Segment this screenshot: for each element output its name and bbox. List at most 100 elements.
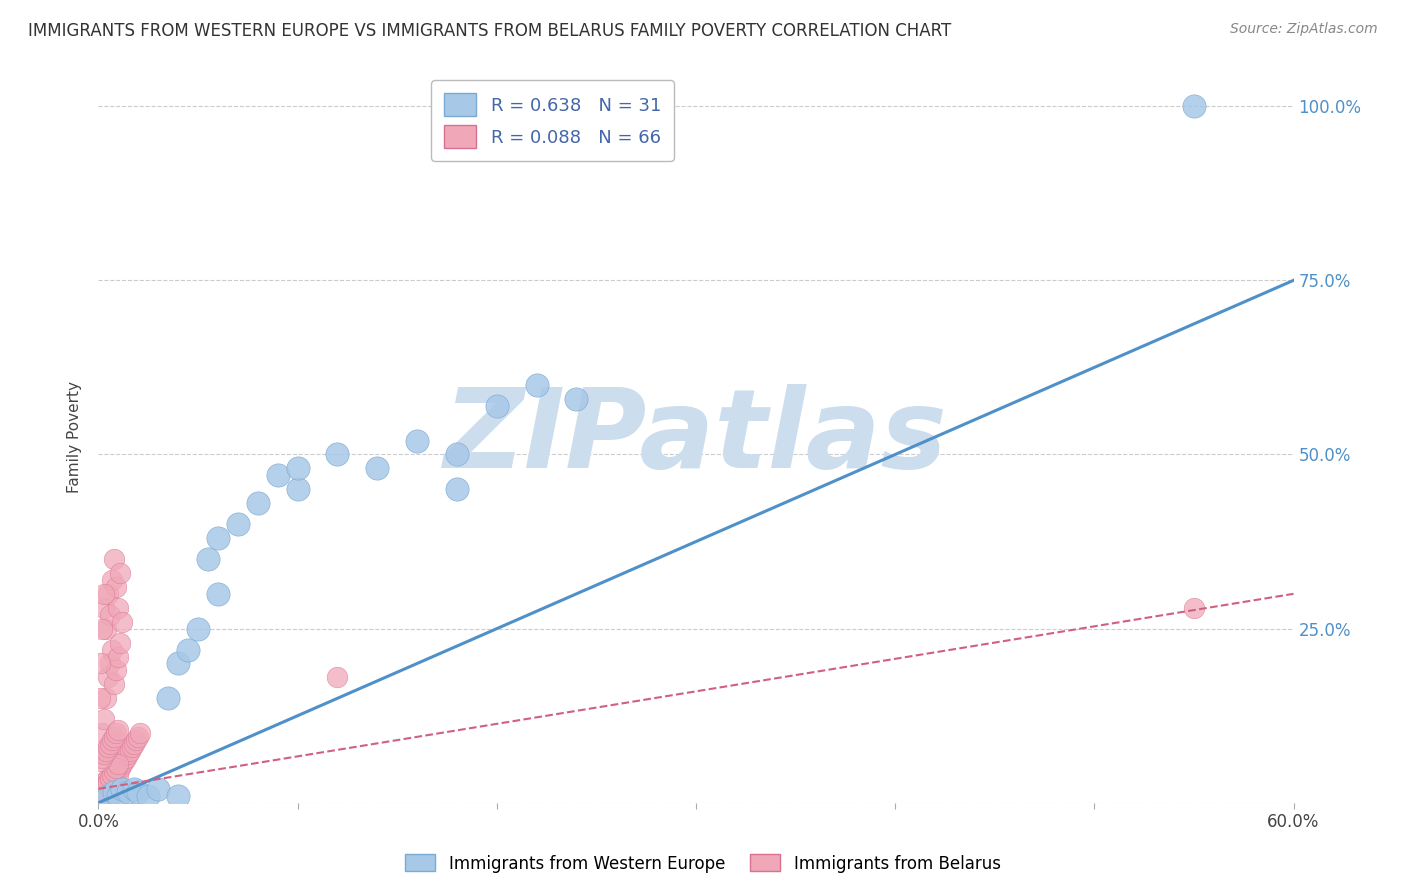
Point <box>120 743 142 757</box>
Point <box>105 726 128 740</box>
Point <box>105 761 128 775</box>
Point <box>167 789 190 803</box>
Point <box>91 750 114 764</box>
Point <box>111 781 134 796</box>
Point <box>101 768 124 782</box>
Point <box>157 691 180 706</box>
Point <box>101 573 124 587</box>
Point <box>127 785 149 799</box>
Point <box>107 789 129 803</box>
Point <box>197 552 219 566</box>
Point <box>111 615 134 629</box>
Point <box>97 789 120 803</box>
Point <box>485 399 508 413</box>
Point <box>110 761 132 775</box>
Y-axis label: Family Poverty: Family Poverty <box>67 381 83 493</box>
Legend: Immigrants from Western Europe, Immigrants from Belarus: Immigrants from Western Europe, Immigran… <box>399 847 1007 880</box>
Point <box>96 622 118 636</box>
Point <box>93 775 115 789</box>
Point <box>96 778 118 792</box>
Point <box>1182 99 1205 113</box>
Point <box>187 622 209 636</box>
Point <box>103 677 125 691</box>
Point <box>565 392 588 406</box>
Point <box>103 552 125 566</box>
Point <box>93 781 115 796</box>
Point <box>93 587 115 601</box>
Point <box>89 691 111 706</box>
Point <box>98 657 122 671</box>
Point <box>105 664 128 678</box>
Point <box>89 789 111 803</box>
Point <box>101 642 124 657</box>
Point <box>91 785 114 799</box>
Point <box>103 764 125 779</box>
Point <box>103 785 125 799</box>
Point <box>366 461 388 475</box>
Point <box>110 635 132 649</box>
Point <box>326 448 349 462</box>
Point <box>96 743 118 757</box>
Point <box>97 670 120 684</box>
Point <box>97 772 120 786</box>
Point <box>326 670 349 684</box>
Point <box>287 483 309 497</box>
Point <box>111 757 134 772</box>
Point <box>107 757 129 772</box>
Point <box>103 772 125 786</box>
Point <box>97 587 120 601</box>
Point <box>97 775 120 789</box>
Point <box>124 737 146 751</box>
Point <box>207 531 229 545</box>
Point <box>127 730 149 744</box>
Text: IMMIGRANTS FROM WESTERN EUROPE VS IMMIGRANTS FROM BELARUS FAMILY POVERTY CORRELA: IMMIGRANTS FROM WESTERN EUROPE VS IMMIGR… <box>28 22 952 40</box>
Point <box>107 649 129 664</box>
Point <box>93 712 115 726</box>
Point <box>101 733 124 747</box>
Point <box>124 781 146 796</box>
Point <box>107 723 129 737</box>
Point <box>125 733 148 747</box>
Point <box>105 764 128 779</box>
Point <box>287 461 309 475</box>
Text: Source: ZipAtlas.com: Source: ZipAtlas.com <box>1230 22 1378 37</box>
Point <box>117 747 139 761</box>
Point <box>93 600 115 615</box>
Point <box>98 772 122 786</box>
Point <box>446 448 468 462</box>
Point <box>207 587 229 601</box>
Point <box>91 622 114 636</box>
Point <box>246 496 269 510</box>
Point <box>98 737 122 751</box>
Point <box>267 468 290 483</box>
Point <box>105 580 128 594</box>
Point <box>98 775 122 789</box>
Point <box>107 768 129 782</box>
Point <box>112 754 135 768</box>
Point <box>103 730 125 744</box>
Point <box>526 377 548 392</box>
Point <box>97 740 120 755</box>
Point <box>110 566 132 580</box>
Point <box>117 785 139 799</box>
Point <box>226 517 249 532</box>
Point <box>96 778 118 792</box>
Point <box>1182 600 1205 615</box>
Point <box>91 726 114 740</box>
Point <box>89 754 111 768</box>
Point <box>177 642 200 657</box>
Legend: R = 0.638   N = 31, R = 0.088   N = 66: R = 0.638 N = 31, R = 0.088 N = 66 <box>432 80 673 161</box>
Point <box>107 600 129 615</box>
Point <box>446 483 468 497</box>
Point <box>406 434 429 448</box>
Point <box>89 657 111 671</box>
Point <box>136 789 159 803</box>
Point <box>148 781 170 796</box>
Point <box>93 747 115 761</box>
Point <box>121 740 143 755</box>
Point <box>98 607 122 622</box>
Text: ZIPatlas: ZIPatlas <box>444 384 948 491</box>
Point <box>167 657 190 671</box>
Point <box>96 691 118 706</box>
Point <box>115 750 138 764</box>
